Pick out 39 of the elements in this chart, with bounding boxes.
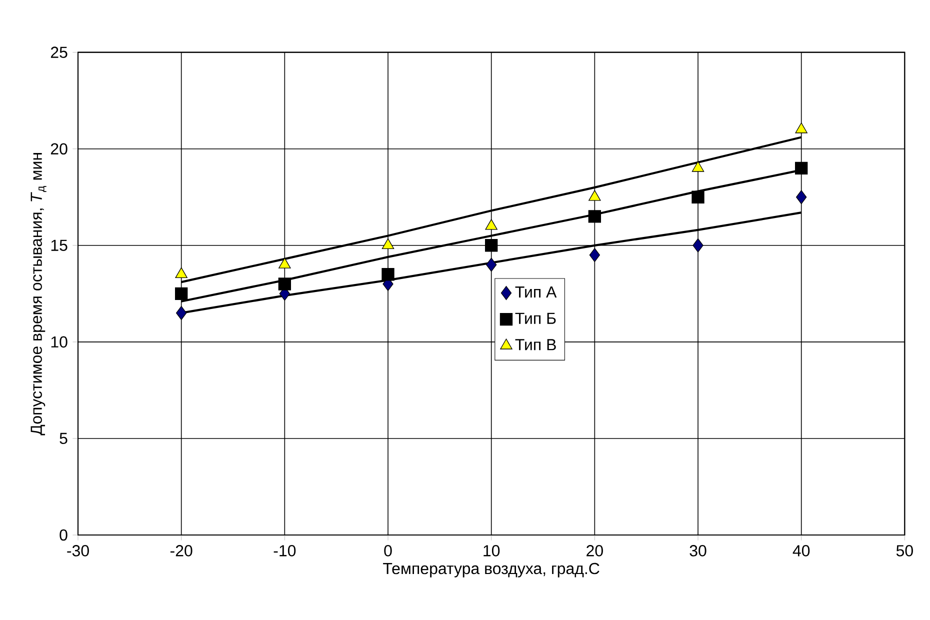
point [382,238,394,250]
x-tick-label: 30 [690,545,706,556]
y-tick-label: 5 [60,432,68,444]
x-tick-label: 20 [586,545,603,556]
point [278,258,291,268]
legend-label: Тип Б [515,312,556,324]
point [692,161,704,172]
x-tick-label: -10 [274,545,296,556]
legend-label: Тип В [515,339,556,350]
x-tick-label: -20 [170,545,192,556]
point [589,248,600,262]
point [588,190,601,201]
point [176,306,187,320]
x-tick-label: 0 [384,545,392,556]
legend-label: Тип А [515,286,557,298]
point [796,190,807,204]
y-tick-label: 25 [50,46,68,58]
point [588,210,602,223]
x-axis-title: Температура воздуха, град.С [383,562,600,578]
point [485,219,498,230]
point [692,190,704,204]
y-tick-label: 20 [50,143,68,155]
y-axis-title: Допустимое время остывания, T$_{д}$ мин [30,153,46,436]
y-tick-label: 15 [51,240,68,251]
x-tick-label: 50 [896,545,913,556]
y-tick-label: 0 [60,529,68,541]
point [795,122,808,134]
x-tick-label: -30 [67,545,89,556]
point [692,238,704,252]
y-tick-label: 10 [51,336,68,348]
point [486,258,497,272]
point [278,278,292,290]
x-tick-label: 10 [484,545,500,556]
point [795,162,808,174]
point [175,267,188,278]
point [485,239,498,252]
point [175,287,188,300]
x-tick-label: 40 [792,545,810,556]
point [382,268,394,281]
